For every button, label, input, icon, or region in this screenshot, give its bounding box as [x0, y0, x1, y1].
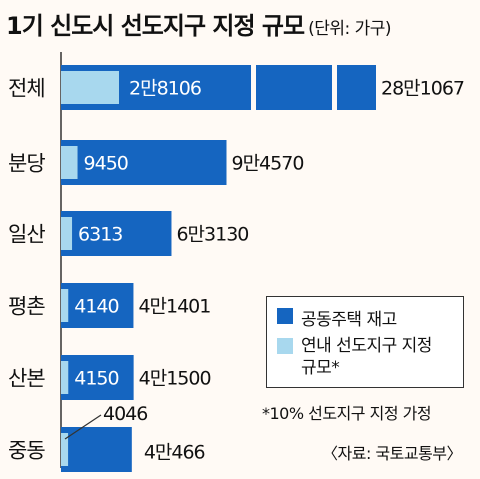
bar-stock-2	[61, 211, 172, 256]
category-label-5: 중동	[8, 439, 45, 463]
bar-stock-3	[61, 283, 134, 328]
category-label-3: 평촌	[8, 295, 45, 319]
bar-stock-5	[61, 427, 132, 472]
bar-designation-0	[61, 71, 119, 104]
legend-swatch-designation	[277, 338, 293, 354]
legend-label-designation: 연내 선도지구 지정 규모*	[301, 336, 432, 378]
stock-value-label-3: 4만1401	[138, 296, 210, 318]
legend-item-designation: 연내 선도지구 지정 규모*	[277, 335, 451, 379]
designation-value-label-3: 4140	[74, 296, 118, 318]
designation-value-label-1: 9450	[84, 153, 128, 175]
legend-swatch-stock	[277, 308, 293, 324]
axis-break-1	[332, 64, 337, 111]
legend: 공동주택 재고 연내 선도지구 지정 규모*	[266, 296, 464, 388]
category-label-1: 분당	[8, 152, 45, 176]
legend-item-stock: 공동주택 재고	[277, 305, 397, 330]
footnote: *10% 선도지구 지정 가정	[262, 404, 432, 423]
chart-title: 1기 신도시 선도지구 지정 규모 (단위: 가구)	[6, 6, 392, 41]
unit-label: (단위: 가구)	[308, 19, 392, 39]
designation-value-label-0: 2만8106	[129, 78, 201, 100]
stock-value-label-4: 4만1500	[139, 368, 211, 390]
stock-value-label-0: 28만1067	[381, 78, 464, 100]
bar-stock-1	[61, 140, 227, 185]
designation-value-label-2: 6313	[78, 224, 122, 246]
chart-title-text: 1기 신도시 선도지구 지정 규모	[6, 12, 305, 40]
designation-leader-line-5	[64, 414, 102, 440]
bars-group: 전체 28만1067 2만8106 분당 9만4570 9450 일산 6만3130 6313 평…	[8, 64, 465, 472]
source-note: 〈자료: 국토교통부〉	[322, 444, 463, 463]
designation-value-label-4: 4150	[74, 368, 118, 390]
bar-designation-2	[61, 217, 73, 250]
category-label-2: 일산	[8, 223, 45, 247]
bar-designation-3	[61, 289, 69, 322]
stock-value-label-5: 4만466	[144, 442, 205, 464]
bar-designation-5	[61, 433, 69, 466]
bar-designation-4	[61, 361, 69, 394]
bar-stock-4	[61, 355, 134, 400]
bar-designation-1	[61, 146, 78, 179]
legend-label-stock: 공동주택 재고	[301, 310, 397, 330]
designation-value-label-5: 4046	[103, 403, 147, 425]
stock-value-label-2: 6만3130	[176, 224, 248, 246]
stock-value-label-1: 9만4570	[231, 153, 303, 175]
category-label-0: 전체	[8, 77, 45, 101]
axis-break-0	[251, 64, 256, 111]
category-label-4: 산본	[8, 367, 45, 391]
